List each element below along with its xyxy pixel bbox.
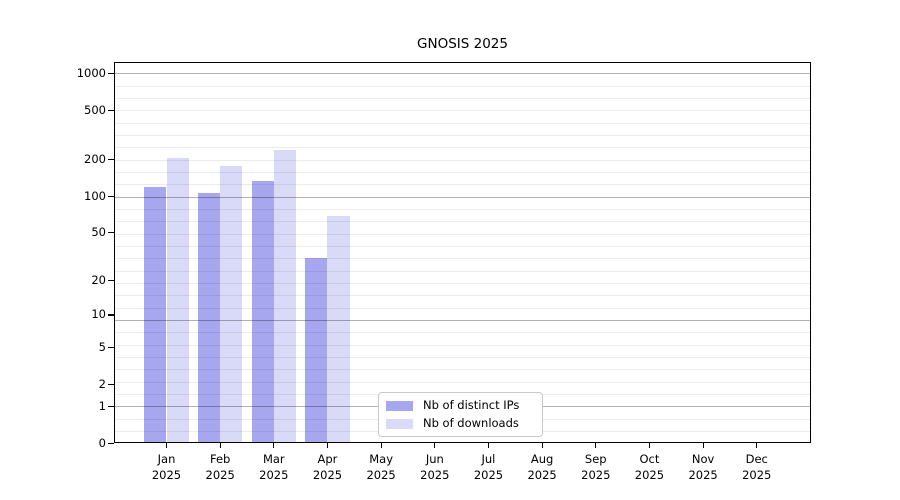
- grid-line-minor: [114, 295, 811, 297]
- chart-title: GNOSIS 2025: [417, 36, 508, 52]
- legend-item-distinct-ips: Nb of distinct IPs: [386, 398, 534, 413]
- y-tick-mark: [108, 279, 114, 281]
- grid-line-minor: [114, 246, 811, 248]
- x-tick-mark: [165, 443, 168, 448]
- grid-line-minor: [114, 369, 811, 371]
- grid-line-minor: [114, 85, 811, 87]
- y-tick-label: 50: [91, 225, 106, 240]
- legend-swatch-downloads-icon: [386, 418, 413, 429]
- y-tick-label: 2: [98, 377, 106, 392]
- grid-line-major: [114, 73, 811, 75]
- grid-line-minor: [114, 97, 811, 99]
- x-tick-mark: [273, 443, 275, 448]
- grid-line-minor: [114, 332, 811, 334]
- x-tick-mark: [702, 443, 704, 448]
- x-tick-mark: [648, 443, 651, 448]
- x-tick-label: Jul 2025: [473, 452, 504, 482]
- grid-line-minor: [114, 110, 811, 112]
- y-tick-mark: [108, 442, 114, 445]
- bar-downloads-jan: [166, 158, 189, 443]
- grid-line-minor: [114, 134, 811, 136]
- x-tick-label: Nov 2025: [688, 452, 718, 482]
- x-tick-label: Mar 2025: [259, 452, 289, 482]
- legend: Nb of distinct IPs Nb of downloads: [378, 392, 543, 437]
- x-tick-label: Dec 2025: [742, 452, 772, 482]
- x-tick-mark: [756, 443, 758, 448]
- grid-line-minor: [114, 221, 811, 223]
- y-tick-label: 0: [98, 436, 106, 450]
- grid-line-minor: [114, 209, 811, 210]
- y-tick-mark: [108, 346, 114, 349]
- grid-line-major: [114, 320, 811, 322]
- y-tick-label: 20: [91, 272, 106, 287]
- plot-area: 0 1 2 5 10 20 50 100 200 500 1000 Jan 2025 Feb 2025 M…: [77, 62, 811, 482]
- x-tick-mark: [541, 443, 543, 448]
- grid-line-minor: [114, 381, 811, 383]
- x-tick-label: Oct 2025: [634, 452, 665, 482]
- y-tick-mark: [108, 384, 114, 386]
- grid-line-minor: [114, 270, 811, 272]
- y-tick-mark: [108, 314, 114, 316]
- legend-swatch-distinct-ips-icon: [386, 400, 413, 411]
- bar-downloads-apr: [327, 215, 350, 443]
- grid-line-minor: [114, 184, 811, 186]
- bar-downloads-mar: [273, 149, 297, 443]
- bar-distinct-ips-apr: [305, 257, 328, 443]
- legend-item-downloads: Nb of downloads: [386, 416, 534, 431]
- x-tick-label: Feb 2025: [205, 452, 235, 482]
- grid-line-minor: [114, 307, 811, 309]
- x-tick-mark: [380, 443, 382, 448]
- x-tick-mark: [326, 443, 329, 448]
- y-tick-mark: [108, 232, 114, 234]
- bar-distinct-ips-jan: [144, 186, 167, 443]
- x-tick-label: Aug 2025: [527, 452, 557, 482]
- x-tick-mark: [219, 443, 221, 448]
- y-tick-label: 100: [84, 188, 106, 203]
- y-tick-label: 500: [84, 102, 106, 117]
- grid-line-minor: [114, 344, 811, 346]
- y-tick-mark: [108, 109, 114, 111]
- x-tick-label: Apr 2025: [312, 452, 343, 482]
- grid-line-minor: [114, 233, 811, 235]
- grid-line-major: [114, 196, 811, 198]
- grid-line-minor: [114, 283, 811, 285]
- x-tick-label: Jun 2025: [420, 452, 450, 482]
- x-tick-label: Jan 2025: [151, 452, 182, 482]
- y-tick-label: 1000: [76, 65, 106, 80]
- bar-distinct-ips-mar: [251, 181, 274, 443]
- y-tick-label: 200: [84, 151, 106, 166]
- legend-label-distinct-ips: Nb of distinct IPs: [423, 398, 520, 412]
- x-tick-mark: [487, 443, 490, 448]
- legend-label-downloads: Nb of downloads: [423, 416, 519, 430]
- grid-line-minor: [114, 122, 811, 124]
- x-tick-label: Sep 2025: [581, 452, 611, 482]
- x-tick-mark: [595, 443, 597, 448]
- x-tick-label: May 2025: [366, 452, 396, 482]
- grid-line-minor: [114, 171, 811, 173]
- grid-line-minor: [114, 258, 811, 260]
- grid-line-minor: [114, 159, 811, 161]
- y-tick-label: 1: [98, 398, 106, 413]
- bar-downloads-feb: [220, 166, 243, 443]
- y-tick-label: 10: [91, 307, 106, 322]
- y-tick-mark: [108, 195, 114, 197]
- x-tick-mark: [434, 443, 436, 448]
- y-tick-label: 5: [98, 339, 106, 354]
- y-tick-mark: [108, 405, 114, 407]
- grid-line-minor: [114, 357, 811, 359]
- y-tick-mark: [108, 158, 114, 160]
- bar-distinct-ips-feb: [197, 192, 221, 443]
- grid-line-minor: [114, 147, 811, 149]
- y-tick-mark: [108, 72, 114, 74]
